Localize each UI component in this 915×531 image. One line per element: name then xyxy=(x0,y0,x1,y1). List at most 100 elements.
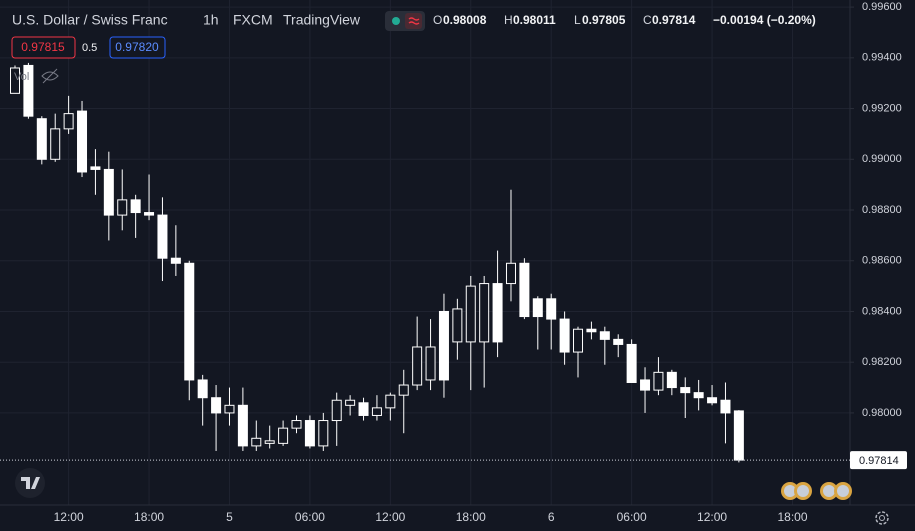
candle-body xyxy=(211,397,222,414)
candle-body xyxy=(318,420,329,447)
candle-body xyxy=(505,262,516,285)
candle-body xyxy=(693,392,704,399)
candle-body xyxy=(184,262,195,381)
interval[interactable]: 1h xyxy=(203,12,219,28)
y-tick-label: 0.99600 xyxy=(862,1,902,13)
x-tick-label: 6 xyxy=(548,510,555,524)
y-tick-label: 0.98400 xyxy=(862,305,902,317)
y-tick-label: 0.99200 xyxy=(862,102,902,114)
candle-body xyxy=(412,346,423,386)
candle-body xyxy=(251,437,262,447)
x-tick-label: 12:00 xyxy=(375,510,405,524)
y-tick-label: 0.99400 xyxy=(862,52,902,64)
candle-body xyxy=(278,427,289,444)
low-value: 0.97805 xyxy=(582,13,626,27)
candle-body xyxy=(586,328,597,333)
last-price-box xyxy=(850,451,907,470)
candle-body xyxy=(170,257,181,264)
sell-button[interactable] xyxy=(11,36,76,59)
candle-body xyxy=(237,404,248,447)
candle-body xyxy=(666,371,677,389)
high-label: H xyxy=(504,13,513,27)
x-tick-label: 12:00 xyxy=(54,510,84,524)
close-value: 0.97814 xyxy=(652,13,696,27)
candle-body xyxy=(90,166,101,170)
candle-body xyxy=(144,212,155,216)
candle-body xyxy=(573,328,584,353)
change: −0.00194 (−0.20%) xyxy=(713,13,816,27)
status-buttons[interactable] xyxy=(385,11,425,31)
candle-body xyxy=(640,379,651,391)
bid: 0.97815 xyxy=(21,40,65,54)
candle-body xyxy=(358,402,369,416)
x-tick-label: 18:00 xyxy=(777,510,807,524)
candle-body xyxy=(720,399,731,414)
ask: 0.97820 xyxy=(115,40,159,54)
candle-body xyxy=(50,128,61,160)
candle-body xyxy=(10,67,20,94)
candle-body xyxy=(157,214,168,259)
candle-body xyxy=(492,283,503,343)
settings-icon[interactable] xyxy=(875,511,889,525)
hide-volume-icon[interactable] xyxy=(41,68,59,84)
candle-body xyxy=(626,343,637,383)
low-label: L xyxy=(574,13,581,27)
candle-body xyxy=(479,283,490,343)
candles xyxy=(10,62,744,463)
candle-body xyxy=(707,397,718,404)
exchange: FXCM xyxy=(233,12,273,28)
buy-button[interactable] xyxy=(109,36,166,59)
candle-body xyxy=(398,384,409,396)
candle-body xyxy=(197,379,208,399)
candle-body xyxy=(224,404,235,414)
spread: 0.5 xyxy=(82,42,97,54)
candle-body xyxy=(519,262,530,318)
candle-body xyxy=(23,64,34,117)
source: TradingView xyxy=(283,12,361,28)
candle-body xyxy=(385,394,396,409)
candle-body xyxy=(291,420,302,429)
candle-body xyxy=(36,118,47,160)
candle-body xyxy=(733,410,744,461)
x-tick-label: 06:00 xyxy=(295,510,325,524)
candle-body xyxy=(345,399,356,406)
candle-body xyxy=(304,420,315,447)
symbol-title: U.S. Dollar / Swiss Franc xyxy=(12,12,168,28)
y-tick-label: 0.98800 xyxy=(862,204,902,216)
candle-body xyxy=(264,440,275,444)
close-label: C xyxy=(643,13,652,27)
y-tick-label: 0.98600 xyxy=(862,255,902,267)
x-tick-label: 18:00 xyxy=(456,510,486,524)
high-value: 0.98011 xyxy=(513,13,556,27)
candle-body xyxy=(103,168,114,216)
candle-body xyxy=(559,318,570,353)
candle-body xyxy=(613,338,624,345)
y-tick-label: 0.98000 xyxy=(862,407,902,419)
candle-body xyxy=(680,387,691,394)
candle-body xyxy=(452,308,463,343)
event-icons[interactable] xyxy=(781,482,852,500)
last-price-label: 0.97814 xyxy=(859,455,899,467)
candle-body xyxy=(77,110,88,173)
candle-body xyxy=(331,399,342,422)
candle-body xyxy=(532,298,543,318)
candle-body xyxy=(546,298,557,320)
open-label: O xyxy=(433,13,442,27)
candle-body xyxy=(371,407,382,416)
candle-body xyxy=(599,331,610,340)
x-tick-label: 06:00 xyxy=(617,510,647,524)
candle-body xyxy=(438,310,449,381)
y-tick-label: 0.98200 xyxy=(862,356,902,368)
candle-body xyxy=(63,113,74,130)
candle-body xyxy=(130,199,141,214)
candle-body xyxy=(465,285,476,343)
x-tick-label: 5 xyxy=(226,510,233,524)
labels: 0.98000 0.98200 0.98400 0.98600 0.98800 0.990… xyxy=(0,1,907,524)
x-tick-label: 12:00 xyxy=(697,510,727,524)
y-tick-label: 0.99000 xyxy=(862,153,902,165)
logo[interactable] xyxy=(15,468,45,498)
candle-body xyxy=(425,346,436,381)
